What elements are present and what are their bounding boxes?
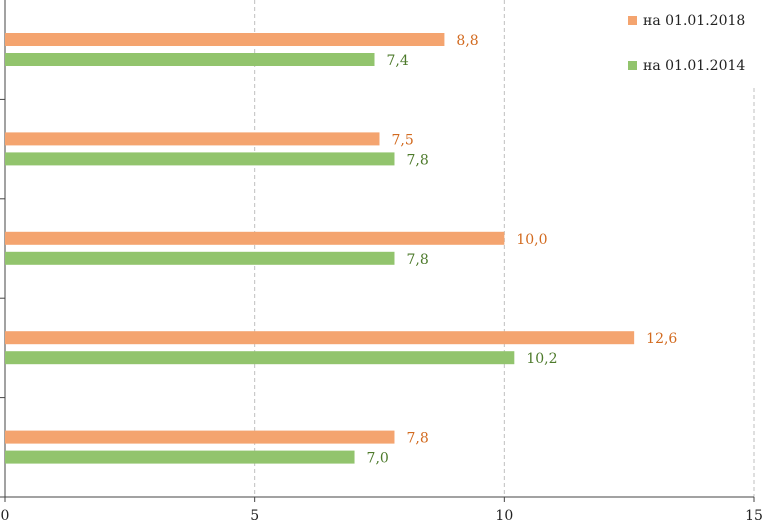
bar xyxy=(5,331,635,345)
bar xyxy=(5,450,355,464)
bar xyxy=(5,152,395,166)
legend-swatch xyxy=(628,61,637,70)
data-label: 8,8 xyxy=(456,33,478,49)
bar xyxy=(5,430,395,444)
bar xyxy=(5,251,395,265)
data-label: 7,8 xyxy=(406,252,428,268)
legend-label: на 01.01.2014 xyxy=(643,58,745,74)
legend-label: на 01.01.2018 xyxy=(643,13,745,29)
data-label: 10,2 xyxy=(526,351,557,367)
data-label: 7,8 xyxy=(406,431,428,447)
bar xyxy=(5,132,380,146)
x-tick-label: 15 xyxy=(745,508,763,524)
data-label: 12,6 xyxy=(646,331,677,347)
data-label: 7,8 xyxy=(406,152,428,168)
x-tick-label: 0 xyxy=(1,508,10,524)
bar xyxy=(5,53,375,66)
x-tick-label: 5 xyxy=(250,508,259,524)
bar xyxy=(5,231,505,245)
data-label: 7,5 xyxy=(392,132,414,148)
data-label: 7,0 xyxy=(367,451,389,467)
bar xyxy=(5,33,445,46)
data-label: 7,4 xyxy=(387,53,409,69)
legend-swatch xyxy=(628,16,637,25)
x-tick-label: 10 xyxy=(495,508,513,524)
data-label: 10,0 xyxy=(516,232,547,248)
bar xyxy=(5,351,515,365)
